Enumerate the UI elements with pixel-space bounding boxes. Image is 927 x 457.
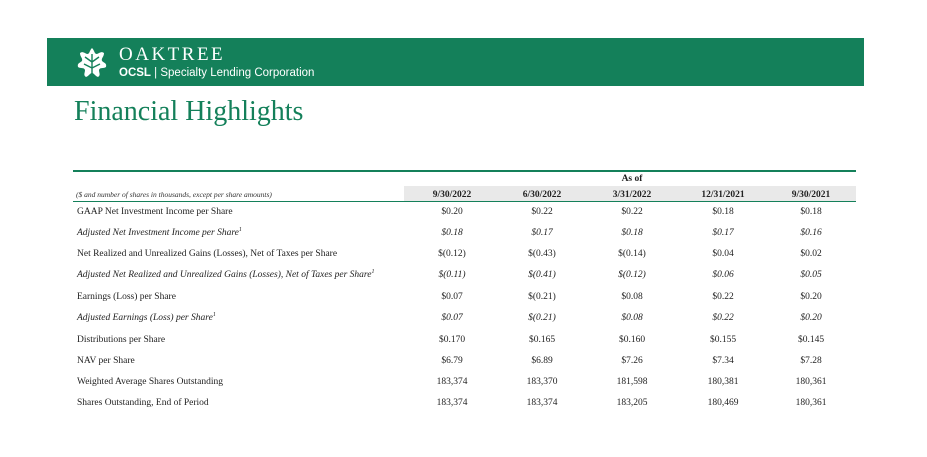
table-cell: $0.06 [712,270,734,280]
table-cell: $0.05 [800,270,822,280]
table-cell: $0.07 [441,292,463,302]
table-cell: $0.04 [712,249,734,259]
table-cell: $0.22 [531,207,553,217]
row-label: Adjusted Earnings (Loss) per Share1 [77,311,216,323]
table-cell: $0.160 [618,335,646,345]
table-cell: $(0.14) [618,249,646,259]
row-label: Distributions per Share [77,335,166,345]
table-cell: $0.22 [712,292,734,302]
as-of-label: As of [621,174,643,184]
row-label: Weighted Average Shares Outstanding [77,377,224,387]
table-cell: $0.155 [709,335,737,345]
table-row: Adjusted Earnings (Loss) per Share1 $0.07… [0,311,927,327]
row-label: Earnings (Loss) per Share [77,292,176,302]
table-row: Weighted Average Shares Outstanding 183,3… [0,377,927,391]
table-cell: $0.170 [438,335,466,345]
table-cell: $0.22 [712,313,734,323]
table-cell: $0.20 [441,207,463,217]
table-cell: 181,598 [616,377,648,387]
table-cell: $0.165 [528,335,556,345]
table-cell: $0.20 [800,313,822,323]
table-cell: $0.08 [621,313,643,323]
brand-name: OAKTREE [119,44,226,65]
column-header: 3/31/2022 [612,190,652,200]
column-header: 9/30/2021 [791,190,831,200]
table-cell: $0.17 [531,228,553,238]
table-cell: 183,374 [436,377,468,387]
table-cell: $7.28 [800,356,822,366]
row-label: GAAP Net Investment Income per Share [77,207,233,217]
table-cell: 183,374 [436,398,468,408]
table-cell: 183,370 [526,377,558,387]
table-cell: $0.02 [800,249,822,259]
brand-ticker: OCSL [119,67,151,79]
table-cell: $7.26 [621,356,643,366]
table-cell: $(0.21) [528,313,556,323]
table-row: Adjusted Net Investment Income per Share… [0,226,927,242]
table-cell: $6.89 [531,356,553,366]
page-title: Financial Highlights [74,96,304,127]
table-row: GAAP Net Investment Income per Share $0.2… [0,207,927,221]
table-top-rule [73,170,856,172]
table-cell: 183,205 [616,398,648,408]
table-cell: $6.79 [441,356,463,366]
row-label: Shares Outstanding, End of Period [77,398,209,408]
table-cell: $(0.11) [438,270,466,280]
table-cell: $(0.12) [618,270,646,280]
footnote-marker: 1 [212,311,216,318]
table-cell: $0.07 [441,313,463,323]
row-label: Adjusted Net Realized and Unrealized Gai… [77,268,375,280]
header-rule [73,201,856,202]
table-cell: $0.18 [621,228,643,238]
table-row: Earnings (Loss) per Share $0.07 $(0.21) $0.… [0,292,927,306]
table-cell: 183,374 [526,398,558,408]
table-cell: $7.34 [712,356,734,366]
oak-leaf-icon [77,48,107,79]
table-cell: $0.18 [441,228,463,238]
table-cell: $0.18 [712,207,734,217]
table-row: Shares Outstanding, End of Period 183,374… [0,398,927,412]
table-cell: 180,469 [707,398,739,408]
table-cell: $(0.41) [528,270,556,280]
footnote-marker: 1 [238,226,242,233]
brand-subtitle: OCSL | Specialty Lending Corporation [119,67,314,79]
table-cell: $0.08 [621,292,643,302]
table-cell: $0.22 [621,207,643,217]
footnote-marker: 1 [371,268,375,275]
row-label: NAV per Share [77,356,135,366]
units-note: ($ and number of shares in thousands, ex… [76,190,272,199]
table-cell: $0.20 [800,292,822,302]
table-cell: $0.18 [800,207,822,217]
table-row: NAV per Share $6.79 $6.89 $7.26 $7.34 $7.28 [0,356,927,370]
table-cell: $0.17 [712,228,734,238]
column-header: 6/30/2022 [522,190,562,200]
row-label: Net Realized and Unrealized Gains (Losse… [77,249,338,259]
table-cell: $0.16 [800,228,822,238]
brand-company: Specialty Lending Corporation [160,67,315,79]
header-shading [404,186,856,202]
table-cell: $0.145 [797,335,825,345]
brand-separator: | [154,67,158,79]
table-cell: 180,381 [707,377,739,387]
table-cell: $(0.43) [528,249,556,259]
column-header: 12/31/2021 [701,190,745,200]
brand-banner: OAKTREE OCSL | Specialty Lending Corpora… [47,38,864,86]
table-row: Distributions per Share $0.170 $0.165 $0.16… [0,335,927,349]
table-cell: 180,361 [795,398,827,408]
row-label: Adjusted Net Investment Income per Share… [77,226,242,238]
table-cell: $(0.12) [438,249,466,259]
table-cell: 180,361 [795,377,827,387]
table-row: Adjusted Net Realized and Unrealized Gai… [0,268,927,284]
table-row: Net Realized and Unrealized Gains (Losse… [0,249,927,263]
column-header: 9/30/2022 [432,190,472,200]
table-cell: $(0.21) [528,292,556,302]
